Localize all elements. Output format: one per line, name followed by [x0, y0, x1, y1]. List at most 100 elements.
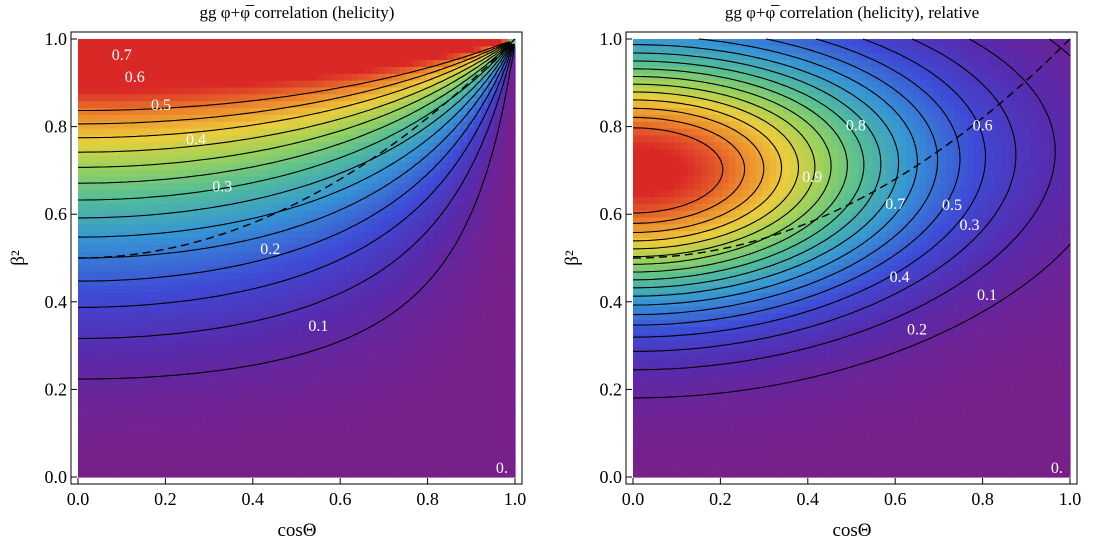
- heatmap-cell: [337, 271, 345, 280]
- heatmap-cell: [364, 93, 373, 102]
- heatmap-cell: [398, 333, 407, 341]
- heatmap-cell: [228, 45, 236, 54]
- heatmap-cell: [255, 429, 263, 437]
- heatmap-cell: [316, 45, 325, 54]
- heatmap-cell: [296, 258, 304, 266]
- heatmap-cell: [453, 360, 461, 369]
- heatmap-cell: [1029, 408, 1037, 416]
- heatmap-cell: [831, 408, 839, 416]
- heatmap-cell: [817, 470, 825, 478]
- heatmap-cell: [467, 408, 475, 416]
- heatmap-cell: [392, 107, 400, 115]
- heatmap-cell: [276, 39, 284, 47]
- heatmap-cell: [221, 360, 229, 369]
- heatmap-cell: [159, 100, 168, 109]
- heatmap-cell: [1035, 470, 1044, 478]
- heatmap-cell: [330, 463, 339, 471]
- heatmap-cell: [276, 346, 284, 355]
- heatmap-cell: [790, 388, 798, 396]
- heatmap-cell: [139, 189, 147, 197]
- heatmap-cell: [405, 326, 414, 334]
- heatmap-cell: [351, 52, 359, 61]
- heatmap-cell: [105, 394, 113, 403]
- heatmap-cell: [262, 401, 270, 410]
- heatmap-cell: [474, 52, 482, 61]
- heatmap-cell: [439, 285, 448, 293]
- heatmap-cell: [364, 305, 373, 314]
- heatmap-cell: [323, 333, 332, 341]
- heatmap-cell: [419, 299, 427, 307]
- heatmap-cell: [385, 148, 393, 156]
- heatmap-cell: [783, 388, 791, 396]
- heatmap-cell: [446, 285, 455, 293]
- heatmap-cell: [378, 66, 386, 74]
- heatmap-cell: [398, 388, 407, 396]
- heatmap-cell: [433, 169, 441, 177]
- heatmap-cell: [153, 381, 161, 389]
- heatmap-cell: [139, 388, 147, 396]
- heatmap-cell: [146, 59, 154, 67]
- heatmap-cell: [357, 264, 366, 273]
- heatmap-cell: [419, 394, 427, 403]
- heatmap-cell: [735, 388, 743, 396]
- heatmap-cell: [474, 292, 482, 300]
- heatmap-cell: [351, 237, 359, 245]
- heatmap-cell: [221, 196, 229, 204]
- heatmap-cell: [153, 244, 161, 252]
- heatmap-cell: [385, 175, 393, 184]
- heatmap-cell: [501, 264, 509, 273]
- heatmap-cell: [412, 415, 421, 423]
- heatmap-cell: [337, 394, 345, 403]
- heatmap-cell: [960, 422, 969, 430]
- heatmap-cell: [344, 312, 352, 321]
- heatmap-cell: [91, 463, 100, 471]
- heatmap-cell: [194, 292, 202, 300]
- heatmap-cell: [289, 141, 298, 150]
- heatmap-cell: [953, 442, 962, 451]
- heatmap-cell: [105, 162, 113, 170]
- heatmap-cell: [755, 470, 764, 478]
- heatmap-cell: [166, 367, 175, 375]
- heatmap-cell: [364, 435, 373, 444]
- heatmap-cell: [303, 121, 311, 129]
- heatmap-cell: [98, 73, 106, 81]
- heatmap-cell: [480, 326, 489, 334]
- heatmap-cell: [296, 148, 304, 156]
- heatmap-cell: [460, 59, 468, 67]
- heatmap-cell: [214, 230, 222, 239]
- heatmap-cell: [1042, 456, 1051, 464]
- heatmap-cell: [426, 415, 434, 423]
- heatmap-cell: [139, 326, 147, 334]
- heatmap-cell: [439, 237, 448, 245]
- heatmap-cell: [735, 449, 743, 458]
- heatmap-cell: [371, 66, 380, 74]
- heatmap-cell: [132, 121, 141, 129]
- heatmap-cell: [398, 127, 407, 136]
- heatmap-cell: [426, 203, 434, 211]
- heatmap-cell: [303, 449, 311, 458]
- heatmap-cell: [194, 196, 202, 204]
- heatmap-cell: [235, 401, 243, 410]
- heatmap-cell: [173, 278, 182, 286]
- heatmap-cell: [91, 216, 100, 225]
- heatmap-cell: [200, 388, 209, 396]
- heatmap-cell: [405, 388, 414, 396]
- heatmap-cell: [125, 73, 134, 81]
- heatmap-cell: [337, 333, 345, 341]
- heatmap-cell: [378, 169, 386, 177]
- heatmap-cell: [446, 299, 455, 307]
- heatmap-cell: [173, 141, 182, 150]
- heatmap-cell: [159, 155, 168, 163]
- heatmap-cell: [235, 258, 243, 266]
- heatmap-cell: [91, 182, 100, 191]
- heatmap-cell: [453, 141, 461, 150]
- heatmap-cell: [412, 319, 421, 328]
- heatmap-cell: [180, 285, 188, 293]
- heatmap-cell: [351, 333, 359, 341]
- heatmap-cell: [146, 80, 154, 88]
- heatmap-cell: [118, 39, 127, 47]
- heatmap-cell: [460, 346, 468, 355]
- heatmap-cell: [276, 435, 284, 444]
- heatmap-cell: [105, 449, 113, 458]
- heatmap-cell: [790, 470, 798, 478]
